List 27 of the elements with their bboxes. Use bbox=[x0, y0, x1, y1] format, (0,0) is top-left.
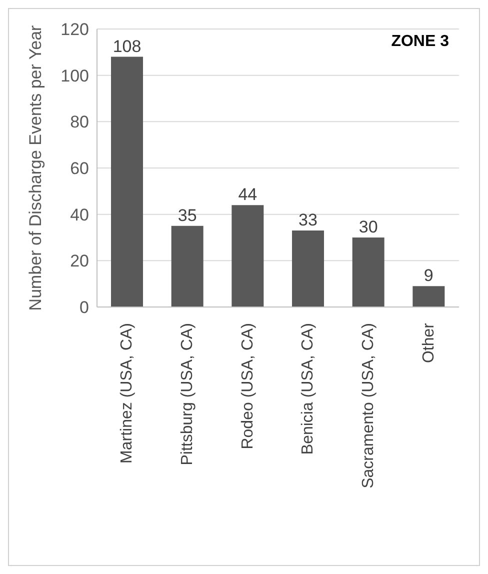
y-tick-label: 80 bbox=[70, 112, 89, 132]
y-axis-title: Number of Discharge Events per Year bbox=[26, 24, 46, 311]
x-tick-label: Rodeo (USA, CA) bbox=[239, 323, 256, 450]
data-label: 9 bbox=[424, 266, 434, 286]
bar bbox=[171, 226, 204, 307]
data-label: 35 bbox=[178, 206, 197, 225]
y-tick-label: 0 bbox=[80, 298, 89, 318]
y-tick-label: 40 bbox=[70, 205, 89, 224]
x-tick-label: Pittsburg (USA, CA) bbox=[179, 323, 196, 466]
x-tick-label: Other bbox=[420, 322, 438, 364]
annotation: ZONE 3 bbox=[391, 33, 449, 51]
x-tick-label: Martinez (USA, CA) bbox=[118, 323, 136, 464]
bar bbox=[292, 230, 324, 307]
x-tick-label: Benicia (USA, CA) bbox=[300, 323, 317, 455]
bar bbox=[412, 286, 445, 307]
x-tick-label: Sacramento (USA, CA) bbox=[360, 323, 377, 488]
data-label: 33 bbox=[298, 210, 318, 230]
data-label: 30 bbox=[358, 218, 378, 236]
bar bbox=[232, 205, 264, 307]
y-tick-label: 20 bbox=[70, 252, 89, 271]
y-tick-label: 100 bbox=[60, 66, 89, 86]
bar bbox=[352, 238, 384, 307]
data-label: 44 bbox=[238, 185, 258, 204]
y-tick-label: 120 bbox=[60, 20, 89, 40]
data-label: 108 bbox=[112, 36, 142, 56]
y-tick-label: 60 bbox=[70, 159, 89, 178]
bar bbox=[111, 56, 143, 307]
